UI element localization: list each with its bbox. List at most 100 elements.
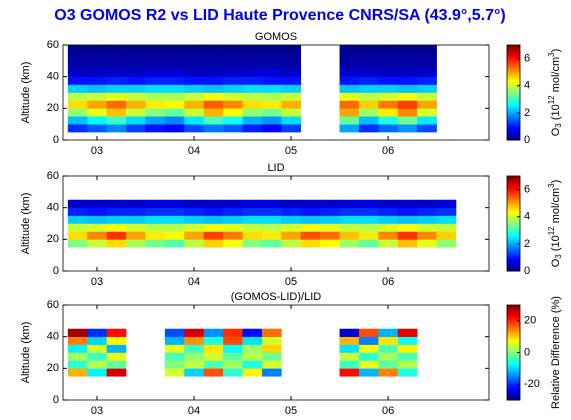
heatmap-cell [145,108,166,117]
colorbar-segment [507,245,520,248]
colorbar-segment [507,61,520,64]
colorbar-segment [507,110,520,113]
colorbar-segment [507,198,520,201]
colorbar-segment [507,125,520,128]
heatmap-cell [397,344,418,353]
colorbar-segment [507,380,520,383]
heatmap-cell [358,368,379,377]
heatmap-cell [339,360,360,369]
colorbar-segment [507,65,520,68]
heatmap-cell [417,116,437,125]
colorbar-segment [507,362,520,365]
heatmap-cell [203,116,224,125]
heatmap-cell [164,100,185,109]
colorbar-segment [507,76,520,79]
heatmap-cell [164,68,185,77]
heatmap-cell [203,368,224,377]
heatmap-cell [358,199,379,208]
heatmap-cell [184,207,205,216]
y-tick-label: 40 [47,71,59,83]
colorbar-segment [507,244,520,247]
heatmap-cell [281,231,302,240]
heatmap-cell [397,215,418,224]
colorbar-tick-label: 4 [524,80,530,92]
heatmap-cell [358,100,379,109]
heatmap-cell [339,100,360,109]
heatmap-cell [358,84,379,93]
heatmap-cell [281,239,302,248]
y-tick-label: 20 [47,362,59,374]
heatmap-cell [67,108,88,117]
colorbar-segment [507,328,520,331]
heatmap-cell [184,100,205,109]
colorbar-segment [507,367,520,370]
heatmap-cell [358,92,379,101]
colorbar-segment [507,108,520,111]
colorbar-segment [507,397,520,400]
heatmap-cell [106,336,127,345]
x-tick-label: 03 [91,276,103,288]
colorbar-segment [507,256,520,259]
heatmap-cell [300,239,321,248]
colorbar-segment [507,192,520,195]
heatmap-cell [242,239,263,248]
colorbar-segment [507,71,520,74]
colorbar-segment [507,99,520,102]
colorbar-segment [507,337,520,340]
heatmap-cell [242,344,263,353]
heatmap-cell [203,108,224,117]
colorbar-segment [507,68,520,71]
colorbar-segment [507,371,520,374]
heatmap-cell [203,52,224,62]
colorbar-segment [507,263,520,266]
colorbar-label-part: (10 [550,104,562,123]
colorbar-segment [507,119,520,122]
heatmap-cell [87,336,107,345]
heatmap-cell [126,231,146,240]
heatmap-cell [164,344,185,353]
colorbar-segment [507,364,520,367]
heatmap-cell [203,199,224,208]
heatmap-cell [67,52,88,62]
heatmap-cell [242,116,263,125]
colorbar-segment [507,226,520,229]
heatmap-cell [106,116,127,125]
colorbar-segment [507,333,520,336]
heatmap-cell [397,124,418,133]
heatmap-cell [300,231,321,240]
heatmap-cell [126,207,146,216]
heatmap-cell [87,352,107,361]
heatmap-cell [106,360,127,369]
colorbar-tick-label: 6 [524,183,530,195]
heatmap-cell [106,60,127,70]
heatmap-cell [378,124,399,133]
colorbar-segment [507,330,520,333]
colorbar-segment [507,376,520,379]
heatmap-cell [378,328,399,337]
x-tick-label: 04 [188,276,200,288]
heatmap-cell [145,84,166,93]
heatmap-cell [106,328,127,337]
heatmap-cell [378,76,399,85]
heatmap-cell [164,368,185,377]
heatmap-cell [126,100,146,109]
heatmap-cell [126,199,146,208]
heatmap-cell [261,68,282,77]
heatmap-cell [417,199,437,208]
heatmap-cell [164,84,185,93]
colorbar-segment [507,114,520,117]
heatmap-cell [67,352,88,361]
heatmap-cell [261,108,282,117]
heatmap-cell [378,215,399,224]
heatmap-cell [126,92,146,101]
heatmap-cell [67,215,88,224]
heatmap-cell [378,368,399,377]
colorbar-segment [507,219,520,222]
colorbar-segment [507,93,520,96]
heatmap-cell [339,215,360,224]
colorbar-segment [507,184,520,187]
heatmap-cell [261,100,282,109]
heatmap-cell [223,328,243,337]
heatmap-cell [164,45,185,54]
colorbar-segment [507,177,520,180]
